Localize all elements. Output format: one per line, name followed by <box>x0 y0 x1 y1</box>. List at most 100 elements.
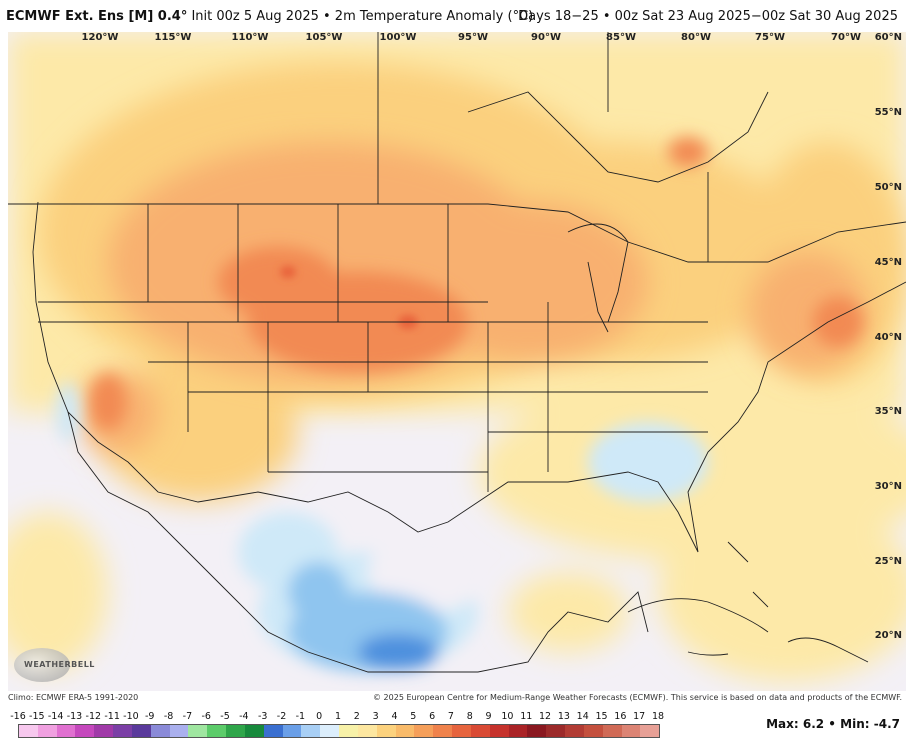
color-scale-tick-label: 7 <box>447 711 454 722</box>
caribbean-islands <box>627 541 869 663</box>
color-scale-tick-label: -14 <box>47 711 64 722</box>
lat-label-40n: 40°N <box>874 332 902 343</box>
color-scale-tick-label: 8 <box>466 711 473 722</box>
lat-label-25n: 25°N <box>874 556 902 567</box>
lat-label-50n: 50°N <box>874 182 902 193</box>
color-scale-swatch <box>150 725 170 737</box>
lon-label-110w: 110°W <box>231 32 269 43</box>
color-scale-swatch <box>414 725 434 737</box>
color-scale-swatch <box>583 725 603 737</box>
color-scale-swatch <box>75 725 95 737</box>
copyright-note: © 2025 European Centre for Medium-Range … <box>373 693 902 702</box>
lat-label-20n: 20°N <box>874 630 902 641</box>
lon-label-80w: 80°W <box>681 32 711 43</box>
lat-label-60n: 60°N <box>874 32 902 43</box>
color-scale-swatch <box>282 725 302 737</box>
color-scale-swatch <box>565 725 584 737</box>
color-scale-tick-label: -2 <box>276 711 287 722</box>
color-scale-swatch <box>376 725 396 737</box>
color-scale-tick-label: 6 <box>429 711 436 722</box>
color-scale-tick-label: -13 <box>66 711 83 722</box>
color-scale-swatch <box>94 725 114 737</box>
color-scale-swatch <box>546 725 566 737</box>
color-scale-tick-label: 5 <box>410 711 417 722</box>
max-min-separator: • <box>824 717 841 731</box>
color-scale-swatch <box>207 725 227 737</box>
lon-label-70w: 70°W <box>831 32 861 43</box>
color-scale-tick-label: 17 <box>633 711 646 722</box>
color-scale-tick-label: 10 <box>501 711 514 722</box>
color-scale-swatch <box>301 725 321 737</box>
color-scale-swatch <box>470 725 490 737</box>
climo-note: Climo: ECMWF ERA-5 1991-2020 <box>8 693 139 702</box>
color-scale-tick-label: -6 <box>201 711 211 722</box>
lon-label-115w: 115°W <box>154 32 192 43</box>
color-scale-swatch <box>226 725 245 737</box>
color-scale-swatch <box>357 725 377 737</box>
color-scale-swatch <box>244 725 264 737</box>
footer: Climo: ECMWF ERA-5 1991-2020 © 2025 Euro… <box>0 691 914 750</box>
min-value: -4.7 <box>873 717 900 731</box>
color-scale-swatch <box>527 725 547 737</box>
header: ECMWF Ext. Ens [M] 0.4° Init 00z 5 Aug 2… <box>0 0 914 32</box>
color-scale-tick-label: 16 <box>614 711 627 722</box>
color-scale-tick-label: -11 <box>104 711 120 722</box>
color-scale-swatch <box>339 725 358 737</box>
color-scale-tick-label: -8 <box>163 711 174 722</box>
color-scale-tick-label: -12 <box>85 711 102 722</box>
color-scale-tick-label: -16 <box>10 711 26 722</box>
color-scale-tick-label: -4 <box>239 711 249 722</box>
color-scale-tick-label: 1 <box>334 711 342 722</box>
color-scale-swatch <box>188 725 208 737</box>
color-scale-swatch <box>56 725 76 737</box>
color-scale-swatch <box>433 725 453 737</box>
color-scale-swatch <box>452 725 471 737</box>
political-borders <box>8 32 906 673</box>
lon-label-95w: 95°W <box>458 32 488 43</box>
color-scale-swatch <box>489 725 509 737</box>
lat-label-45n: 45°N <box>874 257 902 268</box>
color-scale-swatch <box>621 725 641 737</box>
color-scale-tick-label: 18 <box>651 711 665 722</box>
color-scale-tick-label: -3 <box>257 711 268 722</box>
color-scale-tick-label: -9 <box>145 711 155 722</box>
color-scale-tick-label: 0 <box>316 711 323 722</box>
weatherbell-logo <box>14 648 70 682</box>
color-scale-tick-label: 14 <box>576 711 589 722</box>
lon-label-105w: 105°W <box>305 32 343 43</box>
valid-period: Days 18−25 • 00z Sat 23 Aug 2025−00z Sat… <box>518 9 898 24</box>
color-scale-tick-label: 12 <box>539 711 552 722</box>
weatherbell-logo-text: WEATHERBELL <box>24 660 95 669</box>
color-scale-tick-label: 13 <box>557 711 570 722</box>
max-label: Max: <box>766 717 799 731</box>
lat-label-30n: 30°N <box>874 481 902 492</box>
anomaly-map[interactable]: 120°W 115°W 110°W 105°W 100°W 95°W 90°W … <box>8 32 906 691</box>
color-scale-tick-label: -5 <box>220 711 230 722</box>
lon-label-100w: 100°W <box>379 32 417 43</box>
color-scale-tick-label: -10 <box>123 711 139 722</box>
color-scale-swatch <box>169 725 189 737</box>
max-min-readout: Max: 6.2 • Min: -4.7 <box>766 717 900 731</box>
min-label: Min: <box>840 717 870 731</box>
init-description: Init 00z 5 Aug 2025 • 2m Temperature Ano… <box>187 9 534 24</box>
map-title: ECMWF Ext. Ens [M] 0.4° Init 00z 5 Aug 2… <box>6 9 533 24</box>
color-scale-tick-label: 4 <box>391 711 398 722</box>
color-scale-swatch <box>19 725 38 737</box>
cool-areas <box>56 382 708 672</box>
color-scale-swatch <box>263 725 283 737</box>
color-scale-tick-label: 3 <box>372 711 379 722</box>
lon-label-90w: 90°W <box>531 32 561 43</box>
color-scale-bar <box>18 724 660 738</box>
anomaly-map-canvas <box>8 32 906 691</box>
lat-label-55n: 55°N <box>874 107 902 118</box>
lon-label-75w: 75°W <box>755 32 785 43</box>
color-scale-tick-label: -1 <box>295 711 306 722</box>
lon-label-85w: 85°W <box>606 32 636 43</box>
max-value: 6.2 <box>802 717 825 731</box>
color-scale-swatch <box>395 725 415 737</box>
color-scale-swatch <box>640 725 660 737</box>
color-scale-tick-label: 9 <box>485 711 492 722</box>
lat-label-35n: 35°N <box>874 406 902 417</box>
color-scale-tick-label: -15 <box>29 711 45 722</box>
color-scale-labels: -16 -15 -14 -13 -12 -11 -10 -9 -8 -7 -6 -5 -4 -3 -2 -1 0… <box>10 711 664 723</box>
